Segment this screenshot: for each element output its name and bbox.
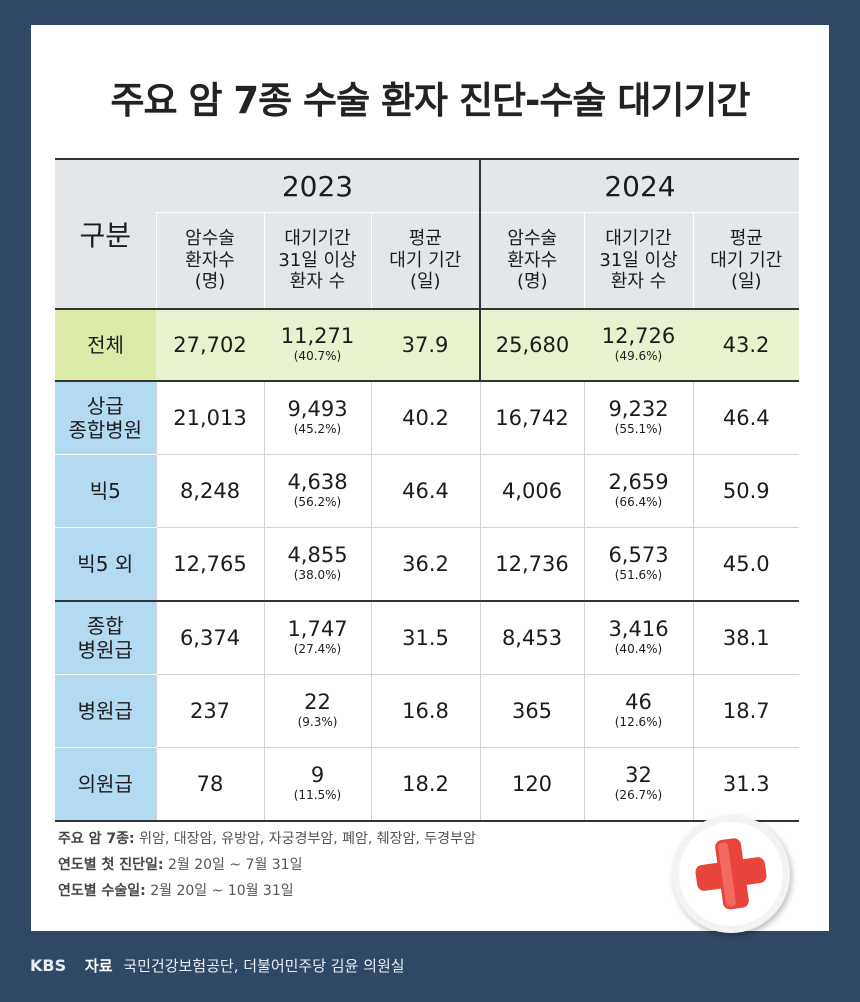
cell-patients-2024: 8,453 [479, 600, 584, 675]
footnotes: 주요 암 7종: 위암, 대장암, 유방암, 자궁경부암, 폐암, 췌장암, 두… [58, 826, 476, 904]
cell-patients-2023: 237 [155, 674, 264, 748]
table-row: 의원급 78 9 (11.5%) 18.2 120 32 (26.7%) 31.3 [55, 747, 799, 822]
cell-patients-2024: 12,736 [479, 527, 584, 602]
cell-wait31-2023: 1,747 (27.4%) [263, 600, 371, 675]
cell-patients-2024: 120 [479, 747, 584, 822]
kbs-logo: KBS [30, 956, 67, 975]
cell-wait31-2023: 4,855 (38.0%) [263, 527, 371, 602]
header-patients-2024: 암수술 환자수 (명) [479, 212, 584, 309]
cell-wait31-2023: 9,493 (45.2%) [263, 380, 371, 455]
cell-wait31-2024: 9,232 (55.1%) [583, 380, 693, 455]
cell-patients-2024: 365 [479, 674, 584, 748]
cell-wait31-2023: 22 (9.3%) [263, 674, 371, 748]
row-label: 병원급 [55, 674, 156, 748]
cell-patients-2023: 6,374 [155, 600, 264, 675]
header-avg-2023: 평균 대기 기간 (일) [370, 212, 480, 309]
table-row: 종합 병원급 6,374 1,747 (27.4%) 31.5 8,453 3,41… [55, 600, 799, 675]
cell-patients-2024: 16,742 [479, 380, 584, 455]
cell-avg-2024: 46.4 [692, 380, 799, 455]
cell-avg-2024: 38.1 [692, 600, 799, 675]
data-table: 구분 2023 2024 암수술 환자수 (명) 대기기간 31일 이상 환자 수 평균… [55, 158, 799, 822]
header-wait31-2023: 대기기간 31일 이상 환자 수 [263, 212, 371, 309]
cell-avg-2024: 18.7 [692, 674, 799, 748]
note-surgery: 연도별 수술일: 2월 20일 ~ 10월 31일 [58, 883, 294, 899]
header-wait31-2024: 대기기간 31일 이상 환자 수 [583, 212, 693, 309]
source-value: 국민건강보험공단, 더불어민주당 김윤 의원실 [123, 957, 405, 975]
cell-wait31-2024: 46 (12.6%) [583, 674, 693, 748]
cell-patients-2023: 78 [155, 747, 264, 822]
row-label: 전체 [55, 308, 156, 382]
header-year-2024: 2024 [479, 158, 799, 213]
header-avg-2024: 평균 대기 기간 (일) [692, 212, 799, 309]
cell-avg-2023: 46.4 [370, 454, 480, 528]
page-title: 주요 암 7종 수술 환자 진단-수술 대기기간 [110, 79, 750, 122]
cell-avg-2024: 45.0 [692, 527, 799, 602]
cell-wait31-2024: 2,659 (66.4%) [583, 454, 693, 528]
table-row: 빅5 외 12,765 4,855 (38.0%) 36.2 12,736 6,5… [55, 527, 799, 602]
cell-wait31-2024: 32 (26.7%) [583, 747, 693, 822]
cell-patients-2024: 25,680 [479, 308, 584, 381]
cell-avg-2023: 18.2 [370, 747, 480, 822]
footer: KBS 자료 국민건강보험공단, 더불어민주당 김윤 의원실 [30, 955, 405, 976]
cell-patients-2023: 8,248 [155, 454, 264, 528]
note-diagnosis: 연도별 첫 진단일: 2월 20일 ~ 7월 31일 [58, 857, 303, 873]
header-year-2023: 2023 [156, 158, 480, 213]
cell-wait31-2023: 4,638 (56.2%) [263, 454, 371, 528]
header-patients-2023: 암수술 환자수 (명) [155, 212, 264, 309]
header-gubun: 구분 [55, 158, 156, 309]
cell-avg-2024: 50.9 [692, 454, 799, 528]
cell-avg-2024: 43.2 [693, 308, 799, 381]
cell-wait31-2023: 9 (11.5%) [263, 747, 371, 822]
row-label: 의원급 [55, 747, 156, 822]
source-label: 자료 [84, 957, 113, 975]
cell-avg-2024: 31.3 [692, 747, 799, 822]
table-row: 병원급 237 22 (9.3%) 16.8 365 46 (12.6%) 18.7 [55, 674, 799, 748]
row-label: 상급 종합병원 [55, 380, 156, 455]
cell-avg-2023: 40.2 [370, 380, 480, 455]
note-cancers: 주요 암 7종: 위암, 대장암, 유방암, 자궁경부암, 폐암, 췌장암, 두… [58, 831, 476, 847]
cell-patients-2024: 4,006 [479, 454, 584, 528]
cell-wait31-2024: 12,726 (49.6%) [584, 308, 693, 381]
cell-avg-2023: 31.5 [370, 600, 480, 675]
cell-patients-2023: 21,013 [155, 380, 264, 455]
cell-wait31-2023: 11,271 (40.7%) [264, 308, 371, 381]
cell-patients-2023: 12,765 [155, 527, 264, 602]
cell-avg-2023: 16.8 [370, 674, 480, 748]
row-label: 종합 병원급 [55, 600, 156, 675]
cell-patients-2023: 27,702 [156, 308, 264, 381]
cell-avg-2023: 37.9 [371, 308, 480, 381]
red-cross-icon [672, 815, 790, 933]
row-label: 빅5 외 [55, 527, 156, 602]
cell-wait31-2024: 6,573 (51.6%) [583, 527, 693, 602]
cell-avg-2023: 36.2 [370, 527, 480, 602]
table-row: 빅5 8,248 4,638 (56.2%) 46.4 4,006 2,659 (6… [55, 454, 799, 528]
table-row-total: 전체 27,702 11,271 (40.7%) 37.9 25,680 12,7… [55, 308, 799, 382]
row-label: 빅5 [55, 454, 156, 528]
table-row: 상급 종합병원 21,013 9,493 (45.2%) 40.2 16,742 9… [55, 380, 799, 455]
cell-wait31-2024: 3,416 (40.4%) [583, 600, 693, 675]
